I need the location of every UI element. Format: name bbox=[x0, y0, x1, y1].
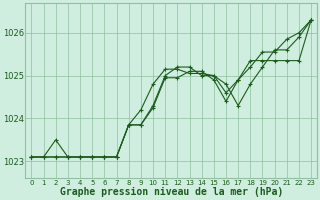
X-axis label: Graphe pression niveau de la mer (hPa): Graphe pression niveau de la mer (hPa) bbox=[60, 187, 283, 197]
